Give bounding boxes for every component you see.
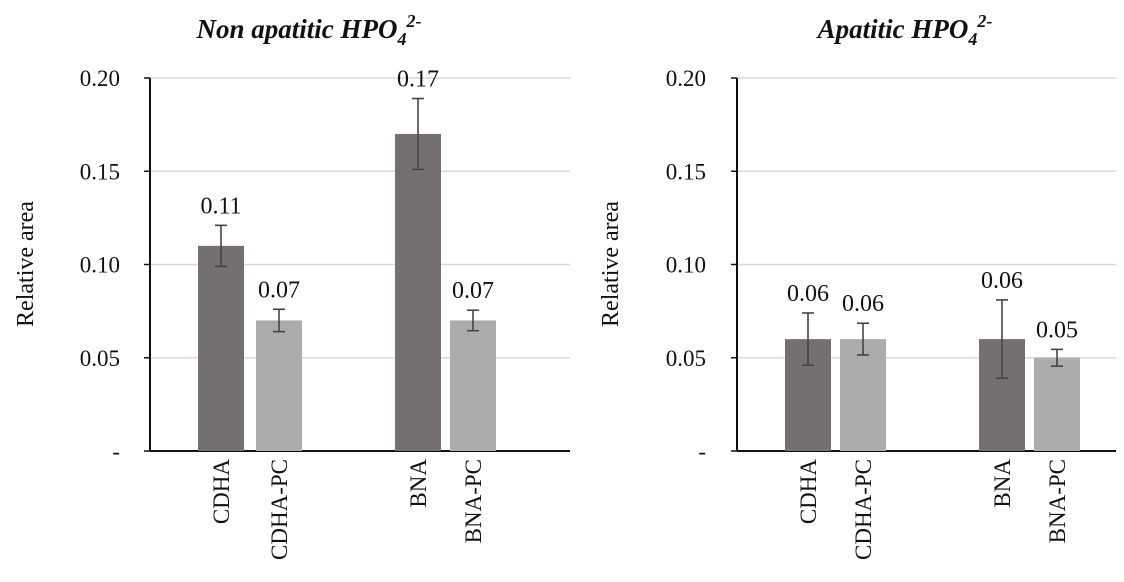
y-tick-label: 0.20 — [80, 66, 120, 91]
y-tick-label: 0.15 — [80, 159, 120, 184]
y-tick-label: 0.10 — [666, 253, 706, 278]
bar-cdha-pc — [256, 320, 302, 451]
x-category-label: CDHA-PC — [267, 459, 292, 560]
y-axis-label: Relative area — [13, 201, 39, 327]
bar-bna-pc — [450, 320, 496, 451]
x-category-label: CDHA-PC — [851, 459, 876, 560]
chart-title: Apatitic HPO42- — [816, 11, 993, 49]
data-label: 0.11 — [200, 193, 241, 219]
data-label: 0.06 — [981, 268, 1023, 294]
y-axis-label: Relative area — [598, 201, 624, 327]
y-tick-label: 0.05 — [80, 346, 120, 371]
bar-cdha-pc — [840, 339, 886, 451]
y-tick-label: 0.05 — [666, 346, 706, 371]
bar-cdha — [198, 245, 244, 451]
x-category-label: BNA-PC — [461, 459, 486, 543]
chart-title: Non apatitic HPO42- — [196, 11, 422, 49]
y-tick-label: 0.15 — [666, 159, 706, 184]
data-label: 0.07 — [258, 277, 300, 303]
y-tick-label: - — [698, 439, 706, 464]
x-category-label: BNA — [990, 459, 1015, 508]
data-label: 0.06 — [787, 281, 829, 307]
x-category-label: CDHA — [209, 459, 234, 525]
bar-bna-pc — [1034, 357, 1080, 451]
data-label: 0.17 — [397, 67, 439, 93]
y-tick-label: - — [112, 439, 120, 464]
data-label: 0.07 — [452, 278, 494, 304]
x-category-label: BNA-PC — [1045, 459, 1070, 543]
x-category-label: CDHA — [796, 459, 821, 525]
chart-panel-non-apatitic: Non apatitic HPO42- Relative area - 0.05 0… — [13, 11, 570, 560]
y-tick-label: 0.20 — [666, 66, 706, 91]
bar-bna — [395, 133, 441, 451]
x-category-label: BNA — [406, 459, 431, 508]
data-label: 0.05 — [1036, 317, 1078, 343]
y-tick-label: 0.10 — [80, 253, 120, 278]
chart-panel-apatitic: Apatitic HPO42- Relative area - 0.05 0.10 0… — [598, 11, 1116, 560]
data-label: 0.06 — [842, 291, 884, 317]
